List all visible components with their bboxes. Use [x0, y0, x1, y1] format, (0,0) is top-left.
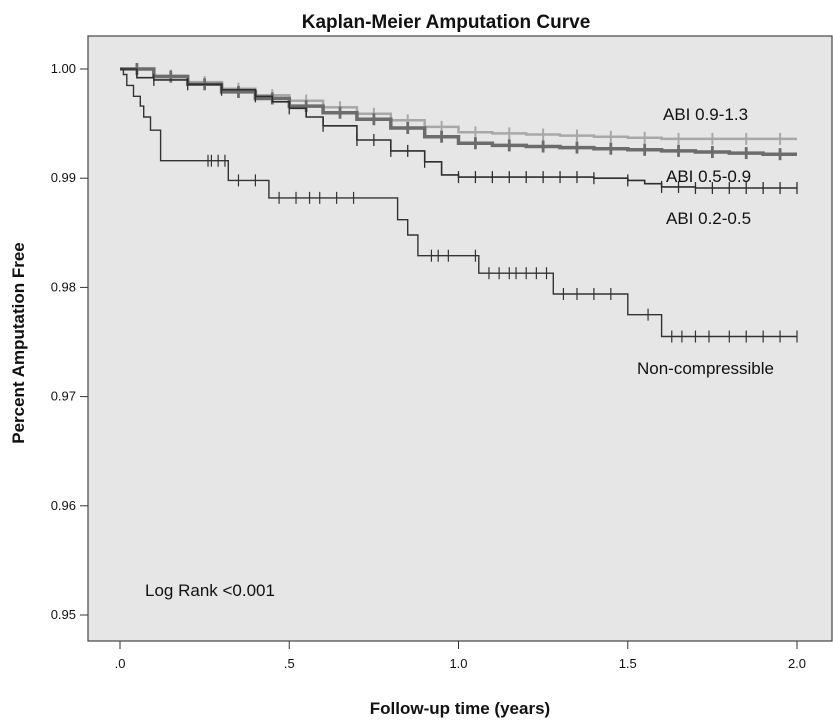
y-tick-label: 0.99: [51, 170, 76, 185]
x-tick-label: 2.0: [788, 656, 806, 671]
series-abi-0-2-0-5: [120, 68, 798, 195]
x-tick-label: 1.0: [449, 656, 467, 671]
plot-area: [87, 35, 833, 642]
x-axis-title: Follow-up time (years): [370, 699, 550, 718]
x-tick-label: 1.5: [619, 656, 637, 671]
series-label-abi-0-5-0-9: ABI 0.5-0.9: [666, 167, 751, 186]
y-tick-label: 0.98: [51, 279, 76, 294]
series-layer: [120, 63, 798, 343]
series-non-compressible: [120, 68, 798, 343]
y-tick-label: 0.97: [51, 389, 76, 404]
series-label-non-compressible: Non-compressible: [637, 359, 774, 378]
y-axis: 1.00 0.99 0.98 0.97 0.96 0.95: [51, 61, 88, 622]
y-tick-label: 1.00: [51, 61, 76, 76]
chart-title: Kaplan-Meier Amputation Curve: [302, 12, 591, 33]
series-label-abi-0-2-0-5: ABI 0.2-0.5: [666, 209, 751, 228]
x-tick-label: .0: [115, 656, 126, 671]
y-tick-label: 0.96: [51, 498, 76, 513]
y-tick-label: 0.95: [51, 607, 76, 622]
series-label-abi-0-9-1-3: ABI 0.9-1.3: [663, 105, 748, 124]
y-axis-title: Percent Amputation Free: [9, 242, 28, 444]
x-axis: .0 .5 1.0 1.5 2.0: [115, 641, 806, 671]
x-tick-label: .5: [284, 656, 295, 671]
series-line-non-compressible: [120, 68, 797, 338]
log-rank-annotation: Log Rank <0.001: [145, 581, 275, 600]
